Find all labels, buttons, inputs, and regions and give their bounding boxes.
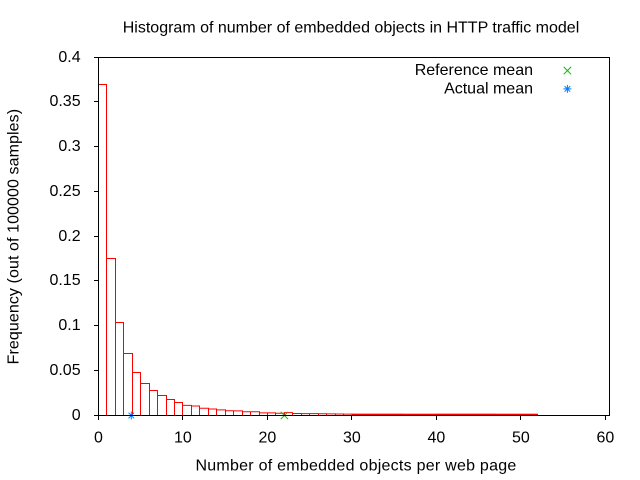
svg-text:0.4: 0.4 <box>58 49 80 66</box>
svg-text:Reference mean: Reference mean <box>415 62 533 79</box>
svg-text:20: 20 <box>259 430 277 447</box>
svg-text:0.05: 0.05 <box>49 362 80 379</box>
svg-text:Frequency (out of 100000 sampl: Frequency (out of 100000 samples) <box>6 109 23 365</box>
svg-text:0.1: 0.1 <box>58 317 80 334</box>
svg-text:0.35: 0.35 <box>49 93 80 110</box>
svg-text:50: 50 <box>512 430 530 447</box>
svg-text:Actual mean: Actual mean <box>444 81 533 98</box>
svg-text:0: 0 <box>94 430 103 447</box>
svg-text:Histogram of number of embedde: Histogram of number of embedded objects … <box>123 20 580 37</box>
svg-text:0.25: 0.25 <box>49 183 80 200</box>
svg-text:40: 40 <box>428 430 446 447</box>
svg-text:Number of embedded objects per: Number of embedded objects per web page <box>195 458 516 475</box>
svg-text:60: 60 <box>597 430 615 447</box>
svg-text:0.3: 0.3 <box>58 138 80 155</box>
svg-text:0.2: 0.2 <box>58 228 80 245</box>
svg-text:0: 0 <box>72 407 81 424</box>
svg-text:0.15: 0.15 <box>49 272 80 289</box>
svg-text:30: 30 <box>343 430 361 447</box>
svg-text:10: 10 <box>174 430 192 447</box>
